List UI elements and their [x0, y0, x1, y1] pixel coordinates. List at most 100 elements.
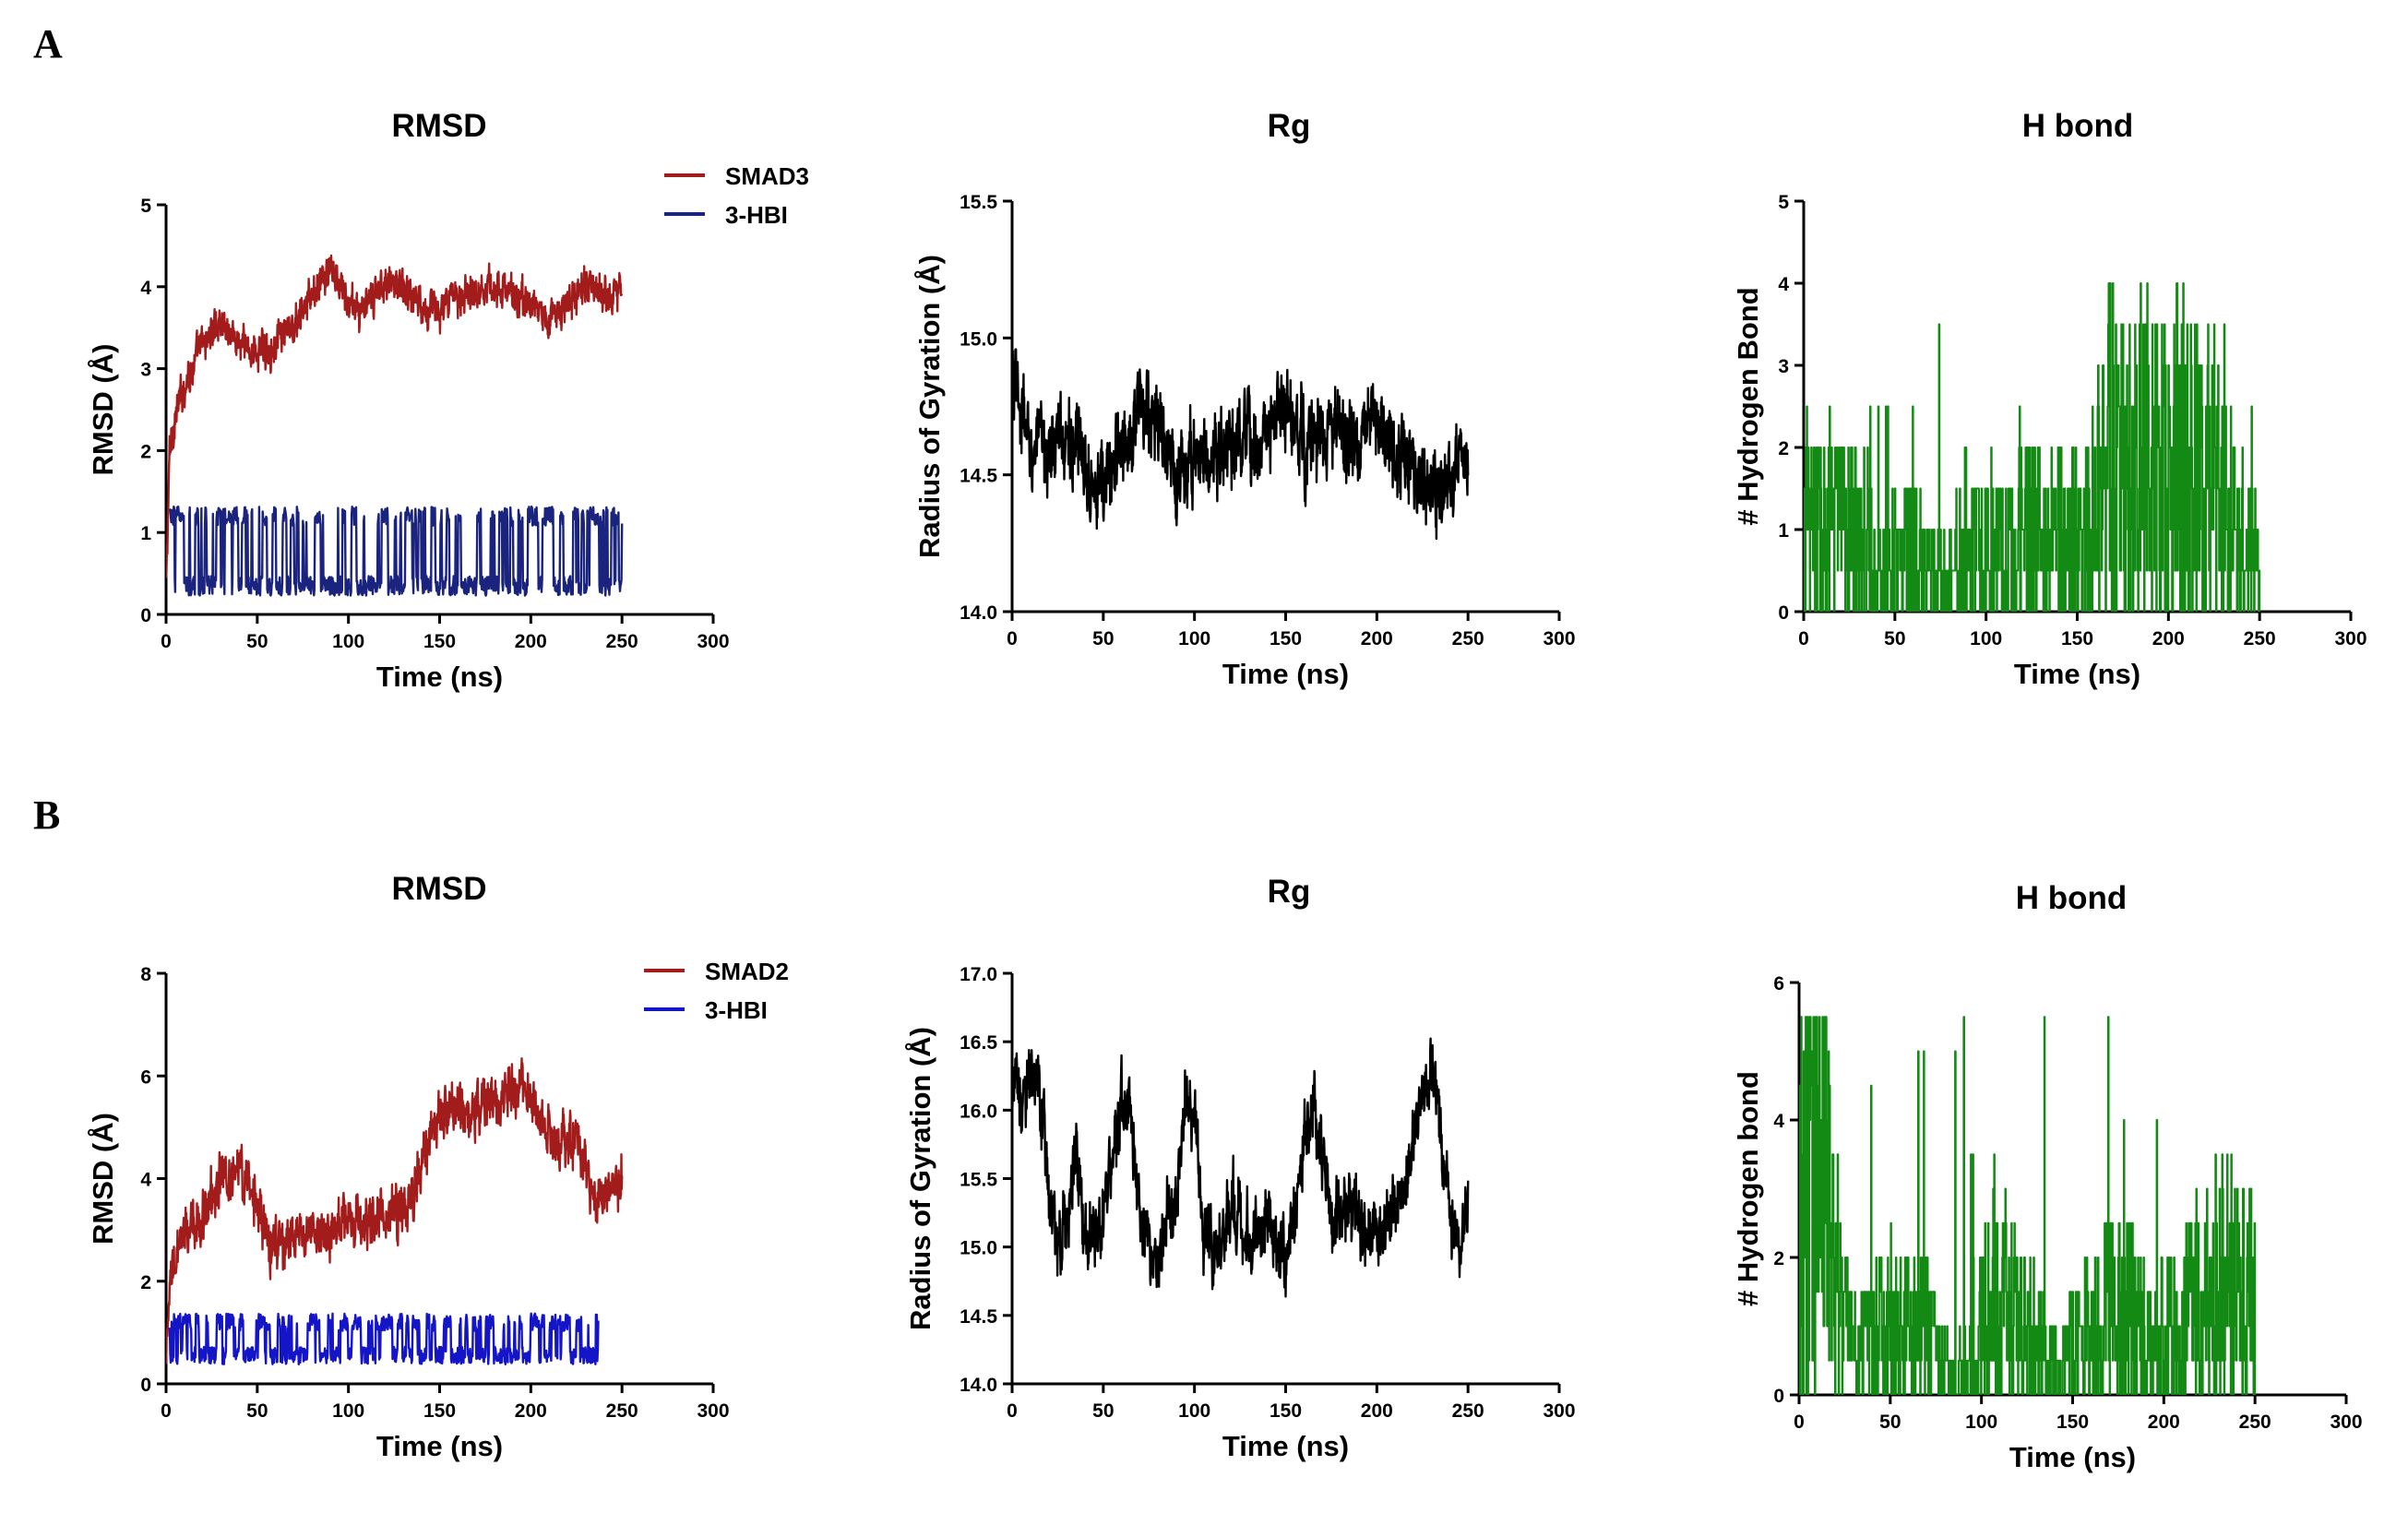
series-line-h-bond	[1799, 1016, 2257, 1395]
x-tick-label: 150	[423, 1400, 456, 1422]
x-tick-label: 200	[1361, 628, 1393, 649]
chart-title: H bond	[2022, 108, 2134, 144]
x-tick-label: 300	[1543, 628, 1575, 649]
x-tick-label: 200	[515, 1400, 547, 1422]
series-line-h-bond	[1804, 282, 2261, 612]
x-tick-label: 0	[1794, 1412, 1805, 1433]
chart-title: Rg	[1268, 874, 1311, 910]
legend-label: 3-HBI	[705, 996, 768, 1024]
y-tick-label: 14.0	[960, 1375, 997, 1396]
x-axis-label: Time (ns)	[376, 1430, 503, 1462]
chart-0: RMSD 0 50 100 150 200 250 300 0 1 2 3 4 5 Time (ns) RMS…	[87, 108, 809, 693]
x-tick-label: 250	[2239, 1412, 2271, 1433]
y-tick-label: 2	[140, 1272, 151, 1293]
x-axis-label: Time (ns)	[2014, 658, 2140, 690]
x-tick-label: 100	[1178, 1400, 1210, 1422]
y-tick-label: 15.0	[960, 328, 997, 350]
x-tick-label: 50	[246, 1400, 268, 1422]
y-tick-label: 16.0	[960, 1101, 997, 1122]
y-axis-label: RMSD (Å)	[87, 1113, 119, 1245]
y-tick-label: 4	[140, 278, 151, 299]
x-tick-label: 0	[1007, 1400, 1018, 1422]
x-tick-label: 300	[697, 1400, 729, 1422]
x-tick-label: 200	[515, 631, 547, 652]
x-tick-label: 50	[1884, 628, 1905, 649]
y-tick-label: 15.5	[960, 1170, 997, 1191]
x-axis-label: Time (ns)	[376, 661, 503, 693]
y-tick-label: 0	[1778, 602, 1789, 624]
x-axis-label: Time (ns)	[1222, 658, 1349, 690]
panel-label-b: B	[33, 792, 60, 838]
x-tick-label: 250	[606, 631, 638, 652]
panel-label-a: A	[33, 21, 63, 66]
y-tick-label: 5	[1778, 192, 1789, 213]
series-line-smad2	[166, 1057, 624, 1364]
y-tick-label: 0	[140, 605, 151, 626]
y-tick-label: 4	[1773, 1111, 1784, 1132]
x-tick-label: 50	[1092, 1400, 1114, 1422]
y-tick-label: 14.5	[960, 466, 997, 487]
chart-title: RMSD	[391, 871, 486, 907]
y-tick-label: 17.0	[960, 964, 997, 985]
y-tick-label: 8	[140, 964, 151, 985]
x-tick-label: 250	[2244, 628, 2276, 649]
chart-5: H bond 0 50 100 150 200 250 300 0 2 4 6 Time (ns) # H…	[1732, 880, 2363, 1473]
y-axis-label: # Hydrogen Bond	[1732, 287, 1764, 525]
x-tick-label: 100	[1178, 628, 1210, 649]
legend-label: SMAD2	[705, 958, 789, 985]
legend-label: 3-HBI	[725, 201, 788, 229]
chart-1: Rg 0 50 100 150 200 250 300 14.0 14.5 15.0 15.5 Time…	[913, 108, 1576, 690]
y-tick-label: 4	[1778, 274, 1789, 295]
y-axis-label: RMSD (Å)	[87, 344, 119, 476]
y-tick-label: 1	[140, 523, 151, 544]
y-tick-label: 5	[140, 196, 151, 217]
chart-title: RMSD	[391, 108, 486, 144]
x-tick-label: 0	[161, 631, 172, 652]
y-tick-label: 6	[140, 1066, 151, 1088]
x-tick-label: 200	[1361, 1400, 1393, 1422]
x-tick-label: 0	[1007, 628, 1018, 649]
x-axis-label: Time (ns)	[1222, 1430, 1349, 1462]
x-tick-label: 300	[2330, 1412, 2362, 1433]
series-line-rg	[1012, 348, 1470, 541]
y-axis-label: # Hydrogen bond	[1732, 1071, 1764, 1306]
x-tick-label: 250	[1452, 628, 1484, 649]
x-tick-label: 100	[1970, 628, 2002, 649]
x-tick-label: 200	[2148, 1412, 2180, 1433]
y-tick-label: 16.5	[960, 1032, 997, 1054]
series-line-rg	[1012, 1037, 1470, 1298]
x-tick-label: 0	[161, 1400, 172, 1422]
x-tick-label: 300	[2334, 628, 2366, 649]
x-tick-label: 150	[1270, 1400, 1302, 1422]
x-tick-label: 300	[697, 631, 729, 652]
y-tick-label: 14.0	[960, 602, 997, 624]
chart-4: Rg 0 50 100 150 200 250 300 14.0 14.5 15.0 15.5 16.0…	[904, 874, 1576, 1462]
x-tick-label: 150	[423, 631, 456, 652]
x-tick-label: 100	[1965, 1412, 1997, 1433]
y-tick-label: 0	[140, 1375, 151, 1396]
x-tick-label: 0	[1798, 628, 1809, 649]
x-tick-label: 300	[1543, 1400, 1575, 1422]
x-tick-label: 100	[332, 1400, 364, 1422]
y-tick-label: 1	[1778, 520, 1789, 542]
chart-2: H bond 0 50 100 150 200 250 300 0 1 2 3 4 5 Time (ns) #…	[1732, 108, 2367, 690]
y-axis-label: Radius of Gyration (Å)	[904, 1027, 936, 1330]
y-tick-label: 14.5	[960, 1306, 997, 1328]
y-tick-label: 15.5	[960, 192, 997, 213]
x-tick-label: 250	[1452, 1400, 1484, 1422]
y-tick-label: 2	[1773, 1248, 1784, 1269]
y-tick-label: 15.0	[960, 1238, 997, 1259]
chart-3: RMSD 0 50 100 150 200 250 300 0 2 4 6 8 Time (ns) RMSD…	[87, 871, 789, 1462]
x-tick-label: 50	[1879, 1412, 1901, 1433]
series-line-3-hbi	[168, 1312, 600, 1365]
x-axis-label: Time (ns)	[2009, 1441, 2136, 1473]
y-axis-label: Radius of Gyration (Å)	[913, 255, 946, 558]
x-tick-label: 50	[1092, 628, 1114, 649]
x-tick-label: 50	[246, 631, 268, 652]
series-line-3-hbi	[168, 505, 624, 597]
y-tick-label: 3	[140, 360, 151, 381]
x-tick-label: 100	[332, 631, 364, 652]
y-tick-label: 2	[140, 441, 151, 462]
y-tick-label: 3	[1778, 356, 1789, 377]
